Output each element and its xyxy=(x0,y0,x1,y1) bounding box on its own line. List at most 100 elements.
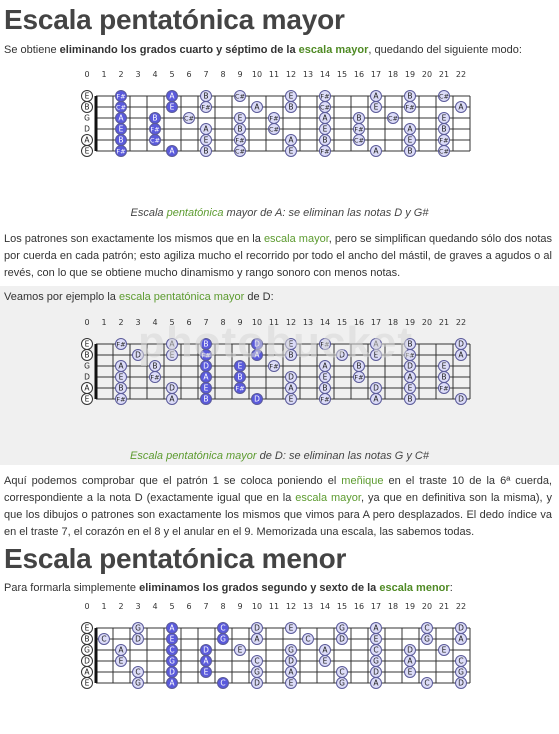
svg-text:C#: C# xyxy=(388,115,398,123)
svg-text:B: B xyxy=(118,384,123,393)
svg-text:E: E xyxy=(289,147,294,156)
svg-text:F#: F# xyxy=(320,341,329,349)
link-text[interactable]: Escala pentatónica mayor xyxy=(130,450,257,462)
fret-number: 18 xyxy=(388,602,398,611)
note-marker: A xyxy=(285,134,297,146)
svg-text:C: C xyxy=(373,646,378,655)
svg-text:D: D xyxy=(407,362,413,371)
svg-text:B: B xyxy=(407,340,412,349)
svg-text:E: E xyxy=(289,624,294,633)
svg-text:B: B xyxy=(152,114,157,123)
fret-number: 19 xyxy=(405,602,415,611)
note-marker: B xyxy=(285,349,297,361)
note-marker: A xyxy=(404,123,416,135)
note-marker: E xyxy=(285,622,297,634)
note-marker: A xyxy=(251,101,263,113)
fret-number: 15 xyxy=(337,602,347,611)
open-string-label: E xyxy=(81,622,93,634)
note-marker: C xyxy=(98,633,110,645)
link-text[interactable]: escala mayor xyxy=(298,44,369,56)
svg-text:E: E xyxy=(442,646,447,655)
svg-text:F#: F# xyxy=(116,93,125,101)
note-marker: B xyxy=(115,382,127,394)
open-string-label: G xyxy=(81,644,93,656)
note-marker: G xyxy=(336,622,348,634)
fret-number: 11 xyxy=(269,318,279,327)
link-text[interactable]: pentatónica xyxy=(166,207,224,219)
note-marker-root-pattern: A xyxy=(200,371,212,383)
svg-text:G: G xyxy=(84,646,90,655)
svg-text:C: C xyxy=(424,624,429,633)
svg-text:E: E xyxy=(289,395,294,404)
note-marker-root-pattern: B xyxy=(115,134,127,146)
note-marker: C# xyxy=(387,112,399,124)
svg-text:E: E xyxy=(289,340,294,349)
note-marker: E xyxy=(404,382,416,394)
svg-text:D: D xyxy=(84,125,90,134)
svg-text:A: A xyxy=(373,147,379,156)
svg-text:B: B xyxy=(322,384,327,393)
note-marker: G xyxy=(370,655,382,667)
svg-text:E: E xyxy=(85,624,90,633)
note-marker: C# xyxy=(438,145,450,157)
fret-number: 19 xyxy=(405,318,415,327)
svg-text:E: E xyxy=(85,679,90,688)
fret-number: 12 xyxy=(286,318,296,327)
fret-number: 20 xyxy=(422,602,432,611)
svg-text:A: A xyxy=(169,340,175,349)
svg-text:B: B xyxy=(407,395,412,404)
note-marker: G xyxy=(251,666,263,678)
note-marker: A xyxy=(166,393,178,405)
svg-text:F#: F# xyxy=(354,374,363,382)
note-marker: F# xyxy=(268,112,280,124)
svg-text:D: D xyxy=(254,395,260,404)
note-marker-root-pattern: F# xyxy=(115,90,127,102)
note-marker: E xyxy=(438,644,450,656)
note-marker: D xyxy=(285,371,297,383)
svg-text:D: D xyxy=(373,668,379,677)
note-marker: E xyxy=(234,644,246,656)
note-marker: E xyxy=(115,371,127,383)
fret-number: 6 xyxy=(186,70,191,79)
svg-text:D: D xyxy=(169,668,175,677)
link-text[interactable]: escala mayor xyxy=(263,233,329,245)
svg-text:A: A xyxy=(203,125,209,134)
svg-text:C#: C# xyxy=(439,93,449,101)
svg-text:D: D xyxy=(254,624,260,633)
fret-number: 3 xyxy=(135,318,140,327)
note-marker: G xyxy=(285,644,297,656)
svg-text:A: A xyxy=(169,624,175,633)
svg-text:E: E xyxy=(170,351,175,360)
svg-text:G: G xyxy=(373,657,379,666)
note-marker: E xyxy=(285,90,297,102)
link-text[interactable]: escala pentatónica mayor xyxy=(118,291,245,303)
note-marker: C# xyxy=(234,90,246,102)
svg-text:A: A xyxy=(373,624,379,633)
svg-text:E: E xyxy=(323,373,328,382)
fret-number: 13 xyxy=(303,70,313,79)
svg-text:E: E xyxy=(204,136,209,145)
svg-text:F#: F# xyxy=(320,93,329,101)
note-marker: D xyxy=(132,349,144,361)
fret-number: 22 xyxy=(456,318,466,327)
note-marker: D xyxy=(455,622,467,634)
note-marker: B xyxy=(353,112,365,124)
svg-text:A: A xyxy=(322,114,328,123)
svg-text:E: E xyxy=(408,384,413,393)
note-marker-root-pattern: A xyxy=(166,145,178,157)
fret-number: 3 xyxy=(135,70,140,79)
svg-text:F#: F# xyxy=(405,104,414,112)
link-text[interactable]: escala menor xyxy=(379,582,450,594)
fret-number: 14 xyxy=(320,70,330,79)
svg-text:C: C xyxy=(220,624,225,633)
svg-text:B: B xyxy=(84,103,89,112)
svg-text:G: G xyxy=(220,635,226,644)
svg-text:A: A xyxy=(254,351,260,360)
link-text[interactable]: meñique xyxy=(341,475,384,487)
svg-text:A: A xyxy=(84,136,90,145)
svg-text:D: D xyxy=(254,679,260,688)
fret-number: 4 xyxy=(152,318,157,327)
svg-text:F#: F# xyxy=(235,385,244,393)
svg-text:F#: F# xyxy=(320,148,329,156)
link-text[interactable]: escala mayor xyxy=(295,492,361,504)
